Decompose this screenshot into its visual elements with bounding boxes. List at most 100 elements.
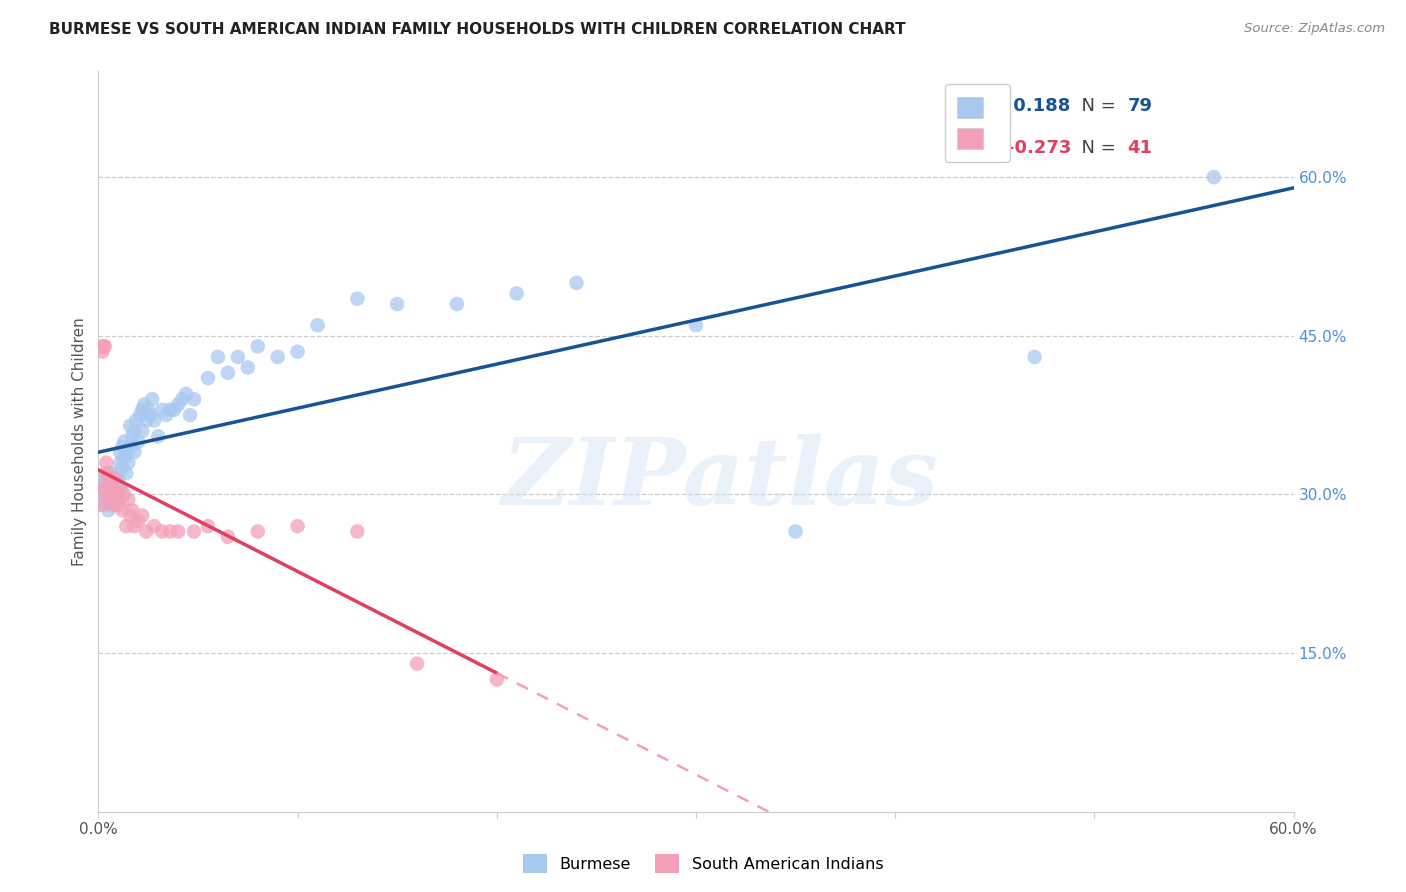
Point [287,519,309,533]
Point [93,339,115,353]
Point [159,402,181,417]
Point [107,492,129,507]
Point [97,487,120,501]
Point [91,476,114,491]
Point [115,445,138,459]
Point [197,519,219,533]
Text: R =: R = [956,138,995,157]
Point [89,487,111,501]
Point [117,492,139,507]
Point [103,472,125,486]
Point [98,476,122,491]
Point [124,445,146,459]
Point [98,487,122,501]
Text: N =: N = [1070,138,1122,157]
Point [120,440,142,454]
Point [172,392,194,407]
Point [167,398,190,412]
Point [287,344,309,359]
Point [207,350,229,364]
Point [167,524,190,539]
Point [179,408,201,422]
Point [103,476,125,491]
Point [131,508,153,523]
Point [96,467,118,481]
Point [131,402,153,417]
Point [446,297,468,311]
Point [506,286,529,301]
Point [93,482,115,496]
Point [183,392,205,407]
Point [89,482,111,496]
Point [111,461,134,475]
Point [98,492,122,507]
Text: -0.273: -0.273 [1007,138,1071,157]
Point [150,524,173,539]
Point [226,350,249,364]
Point [101,476,124,491]
Point [217,530,239,544]
Point [96,492,118,507]
Point [155,408,177,422]
Point [107,472,129,486]
Point [117,456,139,470]
Point [97,472,120,486]
Point [93,472,115,486]
Point [135,524,157,539]
Point [136,402,159,417]
Point [406,657,429,671]
Point [163,402,186,417]
Point [93,498,115,512]
Point [112,450,135,465]
Point [111,503,134,517]
Point [183,524,205,539]
Point [105,472,128,486]
Point [120,418,142,433]
Point [346,292,368,306]
Point [96,456,118,470]
Point [110,445,132,459]
Point [267,350,290,364]
Text: 41: 41 [1128,138,1153,157]
Point [134,398,156,412]
Point [1202,170,1225,185]
Point [125,413,148,427]
Point [127,434,149,449]
Point [101,498,124,512]
Point [103,487,125,501]
Point [97,467,120,481]
Point [89,498,111,512]
Point [141,392,163,407]
Point [107,498,129,512]
Point [139,408,162,422]
Point [107,482,129,496]
Point [1024,350,1046,364]
Point [246,524,269,539]
Point [143,519,166,533]
Point [91,492,114,507]
Point [110,482,132,496]
Point [127,514,149,528]
Point [131,424,153,438]
Point [120,508,142,523]
Point [143,413,166,427]
Point [685,318,707,333]
Text: N =: N = [1070,96,1122,115]
Point [485,673,508,687]
Point [236,360,259,375]
Point [197,371,219,385]
Text: Source: ZipAtlas.com: Source: ZipAtlas.com [1244,22,1385,36]
Legend: Burmese, South American Indians: Burmese, South American Indians [516,847,890,880]
Point [96,487,118,501]
Point [91,344,114,359]
Point [97,482,120,496]
Point [91,339,114,353]
Point [121,503,143,517]
Point [96,476,118,491]
Point [111,440,134,454]
Point [135,413,157,427]
Y-axis label: Family Households with Children: Family Households with Children [72,318,87,566]
Point [115,467,138,481]
Point [307,318,329,333]
Point [101,487,124,501]
